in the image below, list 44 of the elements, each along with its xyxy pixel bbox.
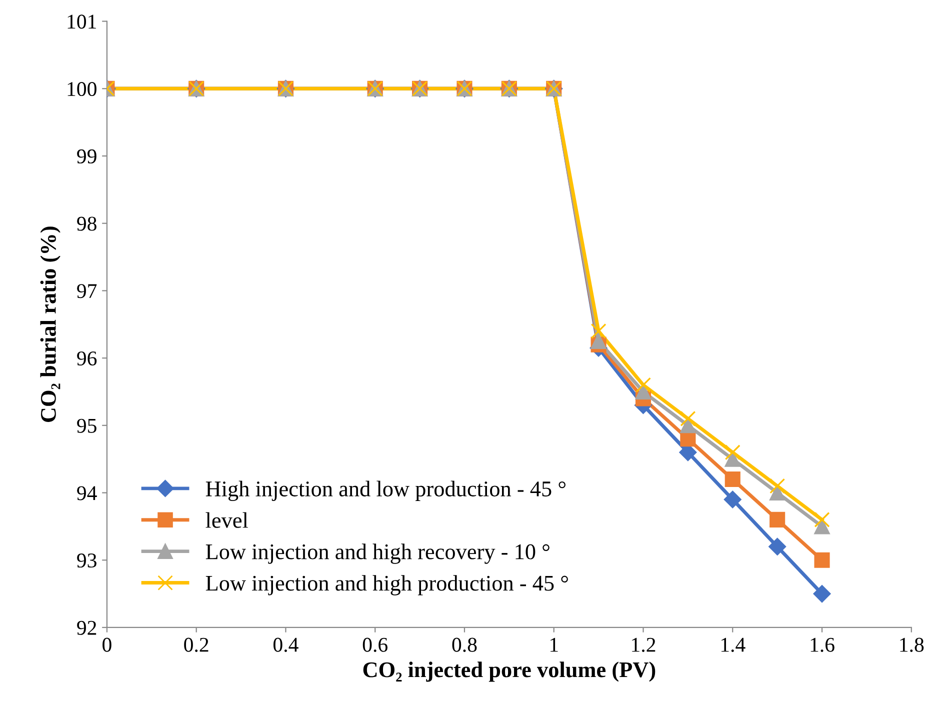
point <box>680 418 696 434</box>
point <box>770 478 786 494</box>
legend-label: level <box>206 512 248 528</box>
x-tick-label: 0.8 <box>452 638 477 652</box>
legend-label: Low injection and high recovery - 10 ° <box>206 544 550 564</box>
y-tick-label: 94 <box>77 486 97 500</box>
y-tick-label: 97 <box>77 284 97 298</box>
y-tick-label: 92 <box>77 620 96 635</box>
x-axis-title: CO₂ injected pore volume (PV) <box>363 662 656 682</box>
point <box>590 323 606 339</box>
x-tick-label: 0 <box>102 638 112 652</box>
x-tick-label: 0.6 <box>362 638 388 652</box>
y-tick-label: 98 <box>77 216 96 231</box>
x-tick-label: 1 <box>550 638 558 652</box>
point <box>814 512 830 528</box>
point <box>680 410 696 426</box>
y-tick-label: 96 <box>77 351 97 366</box>
point <box>770 484 786 501</box>
point <box>813 585 831 602</box>
legend-label: High injection and low production - 45 ° <box>206 480 566 502</box>
x-tick-label: 1.6 <box>810 638 834 652</box>
point <box>724 444 740 460</box>
x-tick-label: 1.8 <box>900 638 924 652</box>
y-tick-label: 95 <box>77 418 96 433</box>
point <box>814 518 830 534</box>
point <box>590 333 606 349</box>
x-tick-label: 1.2 <box>632 638 656 652</box>
point <box>635 377 652 393</box>
y-tick-label: 101 <box>68 14 96 29</box>
y-tick-label: 99 <box>77 149 96 164</box>
y-axis-title: CO₂ burial ratio (%) <box>40 226 60 422</box>
point <box>770 512 786 528</box>
point <box>635 384 652 400</box>
y-tick-label: 100 <box>68 82 96 96</box>
x-tick-label: 0.4 <box>273 638 298 652</box>
point <box>724 490 742 508</box>
point <box>724 451 740 467</box>
point <box>724 472 740 488</box>
x-tick-label: 1.4 <box>721 638 746 652</box>
point <box>768 538 786 556</box>
point <box>814 552 830 568</box>
legend-label: Low injection and high production - 45 ° <box>206 575 568 596</box>
y-tick-label: 93 <box>77 554 96 568</box>
x-tick-label: 0.2 <box>184 638 208 652</box>
